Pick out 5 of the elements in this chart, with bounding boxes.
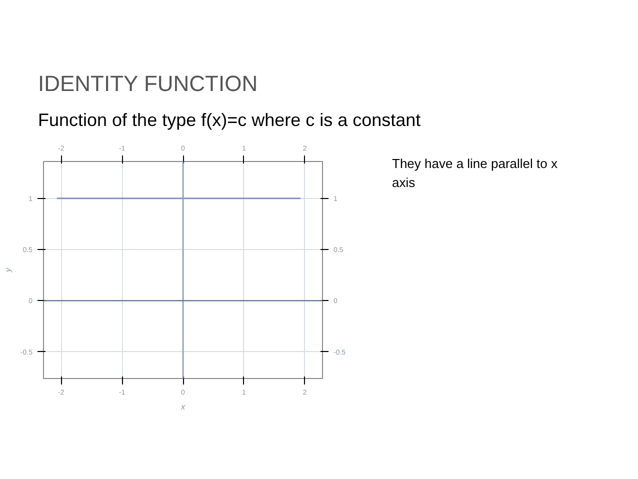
chart-subtitle: Function of the type f(x)=c where c is a constant	[38, 109, 421, 132]
text: They have a line parallel to x axis	[392, 155, 558, 192]
y-axis-title: y	[3, 267, 12, 274]
x-axis-title: x	[180, 402, 186, 412]
chart-title: IDENTITY FUNCTION	[38, 70, 258, 98]
